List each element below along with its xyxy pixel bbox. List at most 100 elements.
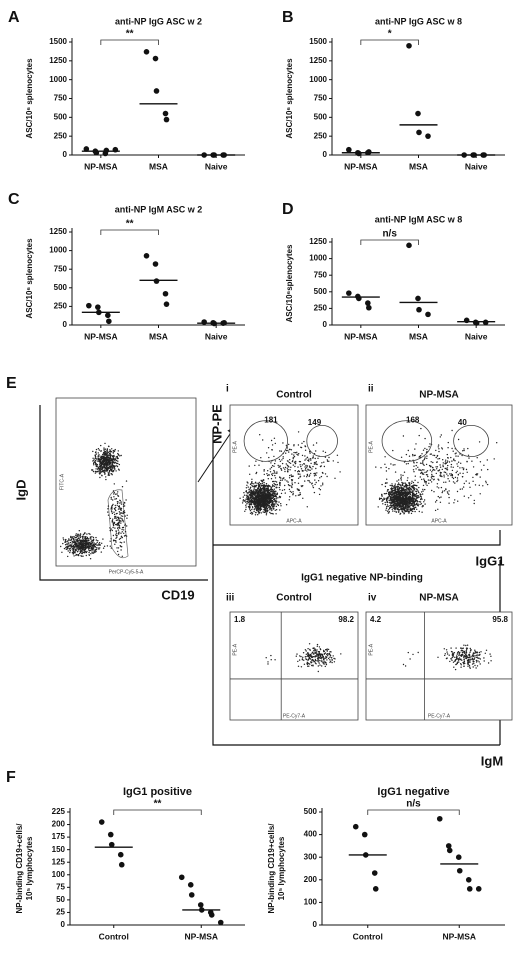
event-dot — [270, 498, 272, 500]
event-dot — [98, 548, 100, 550]
event-dot — [392, 510, 394, 512]
event-dot — [479, 663, 481, 665]
event-dot — [430, 461, 432, 463]
event-dot — [255, 496, 257, 498]
event-dot — [485, 480, 487, 482]
event-dot — [412, 494, 414, 497]
event-dot — [398, 511, 400, 513]
event-dot — [467, 665, 469, 667]
data-point — [103, 147, 110, 154]
event-dot — [265, 514, 268, 516]
event-dot — [297, 471, 299, 473]
y-label: NP-binding CD19+cells/ — [15, 823, 24, 914]
event-dot — [99, 469, 102, 471]
event-dot — [309, 466, 312, 469]
event-dot — [107, 474, 110, 476]
event-dot — [120, 535, 123, 537]
event-dot — [404, 502, 406, 505]
event-dot — [412, 493, 414, 495]
event-dot — [109, 458, 111, 460]
event-dot — [458, 654, 460, 657]
event-dot — [90, 537, 92, 539]
x-tick-label: MSA — [409, 331, 428, 341]
event-dot — [280, 467, 282, 470]
event-dot — [257, 487, 260, 490]
gate — [453, 424, 490, 457]
event-dot — [111, 468, 113, 470]
event-dot — [396, 486, 399, 488]
event-dot — [75, 544, 77, 547]
event-dot — [314, 655, 317, 657]
event-dot — [392, 464, 394, 466]
event-dot — [467, 656, 469, 658]
event-dot — [299, 464, 301, 466]
event-dot — [411, 504, 413, 506]
event-dot — [315, 660, 317, 662]
event-dot — [469, 647, 471, 650]
event-dot — [406, 502, 408, 504]
event-dot — [301, 442, 303, 444]
event-dot — [272, 489, 274, 492]
axis-name: PE-A — [232, 643, 238, 655]
event-dot — [92, 548, 94, 551]
event-dot — [95, 460, 97, 462]
event-dot — [412, 653, 414, 656]
event-dot — [456, 490, 459, 493]
event-dot — [269, 509, 271, 511]
significance-bracket — [100, 229, 159, 235]
event-dot — [95, 453, 98, 455]
event-dot — [254, 498, 256, 500]
event-dot — [399, 490, 402, 492]
event-dot — [64, 540, 67, 542]
event-dot — [309, 474, 311, 476]
data-point — [346, 146, 352, 153]
event-dot — [98, 542, 101, 544]
event-dot — [260, 489, 262, 491]
event-dot — [86, 542, 89, 544]
event-dot — [474, 655, 476, 657]
event-dot — [249, 489, 252, 491]
dot-cloud — [402, 644, 492, 671]
event-dot — [402, 663, 405, 666]
event-dot — [313, 475, 316, 477]
event-dot — [255, 504, 257, 506]
event-dot — [307, 648, 309, 650]
event-dot — [454, 659, 456, 662]
event-dot — [289, 462, 292, 464]
event-dot — [455, 647, 457, 649]
event-dot — [297, 473, 299, 475]
event-dot — [466, 663, 469, 665]
event-dot — [402, 488, 404, 490]
event-dot — [385, 492, 388, 495]
event-dot — [324, 451, 327, 454]
event-dot — [454, 668, 457, 671]
event-dot — [296, 453, 298, 455]
event-dot — [444, 654, 446, 657]
event-dot — [428, 482, 430, 484]
event-dot — [101, 466, 103, 468]
event-dot — [400, 486, 402, 489]
event-dot — [326, 459, 328, 461]
event-dot — [395, 504, 398, 506]
event-dot — [297, 431, 300, 433]
event-dot — [257, 511, 260, 513]
event-dot — [392, 449, 394, 452]
event-dot — [98, 470, 100, 472]
event-dot — [451, 429, 453, 432]
event-dot — [105, 476, 107, 478]
significance-label: n/s — [406, 799, 421, 810]
event-dot — [109, 517, 112, 520]
event-dot — [254, 506, 257, 508]
x-tick-label: Naive — [205, 161, 228, 171]
event-dot — [416, 488, 418, 490]
event-dot — [120, 542, 123, 544]
event-dot — [255, 494, 257, 496]
event-dot — [447, 464, 449, 467]
y-tick-label: 1250 — [309, 237, 327, 246]
event-dot — [111, 448, 113, 450]
event-dot — [287, 484, 290, 486]
event-dot — [272, 485, 275, 487]
event-dot — [110, 506, 113, 509]
event-dot — [400, 484, 402, 487]
